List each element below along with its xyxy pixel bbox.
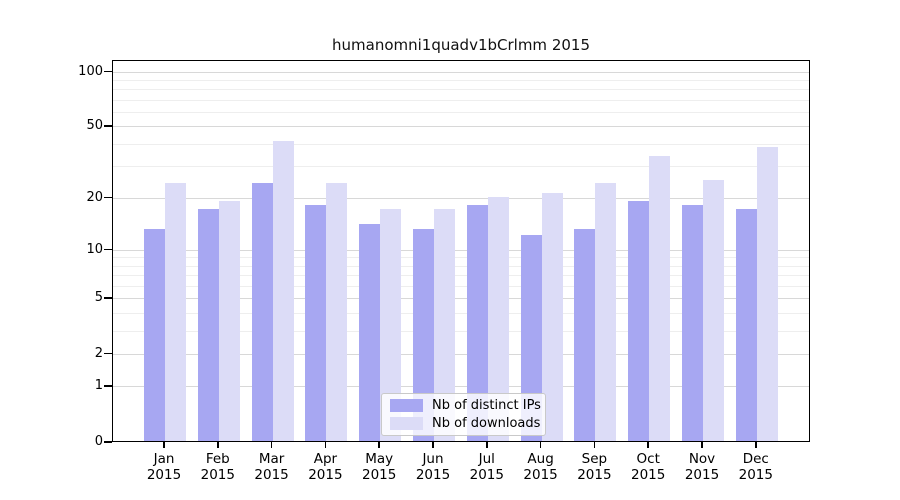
gridline-major [113, 386, 809, 388]
x-tick-label: Jan 2015 [146, 451, 182, 483]
legend-item-downloads: Nb of downloads [390, 415, 541, 431]
bar-distinct-ips-feb-2015 [197, 209, 219, 441]
y-tick-mark [104, 385, 112, 387]
plot-area [112, 60, 810, 442]
x-tick-mark [539, 442, 542, 448]
bar-downloads-sep-2015 [595, 182, 617, 441]
gridline-major [113, 249, 809, 251]
x-tick-label: Nov 2015 [684, 451, 720, 483]
x-tick-mark [378, 442, 380, 448]
bar-downloads-jun-2015 [434, 209, 455, 441]
gridline-minor [113, 99, 809, 101]
gridline-minor [113, 112, 809, 114]
y-tick-mark [104, 297, 112, 299]
bar-distinct-ips-mar-2015 [251, 182, 273, 441]
legend-label-distinct-ips: Nb of distinct IPs [432, 398, 541, 414]
bar-downloads-nov-2015 [703, 179, 724, 441]
bar-downloads-jul-2015 [487, 196, 509, 441]
legend: Nb of distinct IPs Nb of downloads [381, 393, 546, 436]
x-tick-label: Mar 2015 [254, 451, 289, 483]
chart-title: humanomni1quadv1bCrlmm 2015 [332, 36, 590, 54]
legend-swatch-distinct-ips [390, 399, 423, 413]
y-tick-label: 0 [94, 434, 103, 449]
bar-distinct-ips-jan-2015 [144, 229, 165, 441]
y-tick-mark [104, 248, 112, 251]
y-tick-label: 5 [94, 290, 103, 306]
y-tick-mark [104, 441, 112, 443]
y-tick-label: 2 [94, 345, 103, 361]
gridline-major [113, 126, 809, 128]
bar-downloads-jan-2015 [165, 182, 186, 441]
y-tick-mark [104, 352, 112, 355]
gridline-minor [113, 330, 809, 332]
bar-downloads-may-2015 [380, 209, 402, 441]
y-tick-label: 10 [86, 241, 103, 257]
bar-downloads-oct-2015 [649, 155, 671, 441]
legend-label-downloads: Nb of downloads [432, 415, 541, 431]
gridline-minor [113, 257, 809, 259]
y-tick-mark [104, 70, 112, 73]
gridline-minor [113, 265, 809, 267]
x-tick-label: Apr 2015 [308, 451, 343, 483]
legend-swatch-downloads [390, 416, 423, 430]
x-tick-mark [432, 442, 434, 448]
bar-downloads-dec-2015 [756, 147, 778, 441]
y-tick-label: 1 [94, 378, 103, 394]
bar-distinct-ips-jun-2015 [413, 229, 434, 441]
gridline-minor [113, 166, 809, 168]
bar-downloads-apr-2015 [326, 182, 348, 441]
y-tick-mark [104, 196, 112, 199]
gridline-minor [113, 89, 809, 91]
x-tick-label: Jul 2015 [469, 451, 504, 483]
bar-downloads-feb-2015 [218, 200, 240, 441]
bar-distinct-ips-nov-2015 [682, 204, 703, 441]
gridline-major [113, 197, 809, 199]
legend-item-distinct-ips: Nb of distinct IPs [390, 398, 541, 413]
gridline-minor [113, 312, 809, 314]
x-tick-label: Oct 2015 [631, 451, 666, 483]
y-tick-label: 50 [86, 118, 103, 134]
gridline-major [113, 298, 809, 300]
bar-downloads-aug-2015 [541, 192, 563, 441]
bar-distinct-ips-apr-2015 [305, 204, 327, 441]
bar-distinct-ips-may-2015 [359, 223, 381, 441]
bar-distinct-ips-sep-2015 [574, 229, 596, 441]
bar-distinct-ips-aug-2015 [520, 235, 542, 441]
gridline-major [113, 353, 809, 355]
x-tick-mark [163, 442, 165, 448]
y-tick-label: 100 [78, 63, 103, 79]
gridline-major [113, 71, 809, 73]
gridline-minor [113, 275, 809, 277]
x-tick-label: Dec 2015 [738, 451, 773, 483]
x-tick-mark [593, 442, 596, 448]
x-tick-mark [647, 442, 649, 448]
x-tick-mark [324, 442, 327, 448]
x-tick-mark [217, 442, 219, 448]
x-tick-mark [486, 442, 488, 448]
x-tick-label: Aug 2015 [523, 451, 558, 483]
bar-distinct-ips-oct-2015 [628, 200, 650, 441]
gridline-minor [113, 79, 809, 81]
x-tick-mark [270, 442, 273, 448]
bar-downloads-mar-2015 [272, 141, 294, 441]
bar-distinct-ips-jul-2015 [466, 204, 488, 441]
y-tick-label: 20 [86, 189, 103, 205]
x-tick-mark [755, 442, 757, 448]
y-tick-mark [104, 125, 112, 127]
gridline-minor [113, 285, 809, 287]
bar-distinct-ips-dec-2015 [735, 209, 757, 441]
x-tick-label: Jun 2015 [415, 451, 451, 483]
x-tick-mark [701, 442, 703, 448]
x-tick-label: Sep 2015 [577, 451, 612, 483]
gridline-minor [113, 143, 809, 145]
x-tick-label: Feb 2015 [200, 451, 235, 483]
x-tick-label: May 2015 [362, 451, 397, 483]
